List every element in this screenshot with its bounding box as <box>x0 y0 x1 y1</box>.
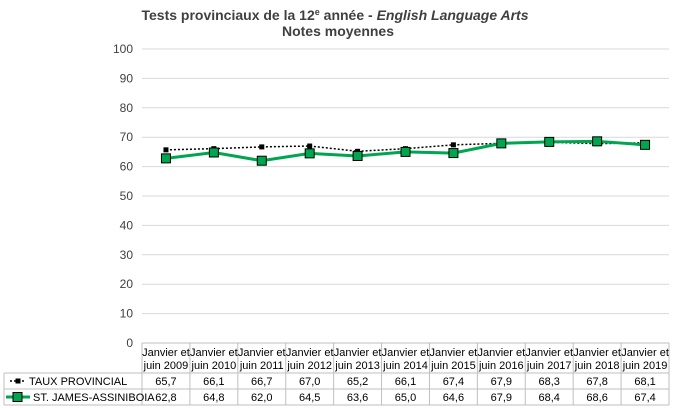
y-tick-label: 90 <box>120 71 134 85</box>
data-label: 64,6 <box>443 392 464 404</box>
data-label: 66,1 <box>395 376 416 388</box>
x-category-label: juin 2016 <box>478 360 524 372</box>
legend-marker <box>15 378 21 384</box>
x-category-label: Janvier et <box>430 347 478 359</box>
data-point-st-james <box>160 153 171 164</box>
data-label: 62,8 <box>155 392 176 404</box>
x-category-label: Janvier et <box>477 347 525 359</box>
data-label: 63,6 <box>347 392 368 404</box>
data-point-st-james <box>592 136 603 147</box>
y-tick-label: 20 <box>120 277 134 291</box>
x-category-label: juin 2017 <box>526 360 572 372</box>
x-category-label: Janvier et <box>621 347 669 359</box>
y-tick-label: 30 <box>120 248 134 262</box>
data-label: 66,7 <box>251 376 272 388</box>
data-label: 65,0 <box>395 392 416 404</box>
data-label: 64,5 <box>299 392 320 404</box>
data-label: 67,0 <box>299 376 320 388</box>
data-label: 65,7 <box>155 376 176 388</box>
data-point-st-james <box>400 146 411 157</box>
x-category-label: juin 2009 <box>143 360 189 372</box>
data-label: 65,2 <box>347 376 368 388</box>
data-label: 68,4 <box>539 392 560 404</box>
x-category-label: Janvier et <box>238 347 286 359</box>
data-label: 66,1 <box>203 376 224 388</box>
x-category-label: Janvier et <box>286 347 334 359</box>
data-label: 68,6 <box>586 392 607 404</box>
x-category-label: juin 2018 <box>574 360 620 372</box>
x-category-label: juin 2011 <box>239 360 284 372</box>
x-category-label: juin 2019 <box>622 360 668 372</box>
legend-marker <box>12 392 23 402</box>
data-point-st-james <box>640 139 651 150</box>
data-label: 64,8 <box>203 392 224 404</box>
x-category-label: juin 2012 <box>286 360 332 372</box>
data-point-provincial <box>450 142 456 148</box>
x-category-label: Janvier et <box>573 347 621 359</box>
x-category-label: juin 2010 <box>191 360 237 372</box>
y-tick-label: 50 <box>120 189 134 203</box>
y-tick-label: 60 <box>120 160 134 174</box>
data-point-provincial <box>307 143 313 149</box>
data-label: 67,4 <box>634 392 655 404</box>
y-tick-label: 0 <box>126 336 133 350</box>
series-lines <box>160 136 651 166</box>
data-label: 68,3 <box>539 376 560 388</box>
data-point-provincial <box>163 147 169 153</box>
data-label: 67,9 <box>491 392 512 404</box>
data-label: 62,0 <box>251 392 272 404</box>
x-category-label: Janvier et <box>382 347 430 359</box>
legend-label: ST. JAMES-ASSINIBOIA <box>33 392 155 404</box>
y-tick-label: 10 <box>120 307 134 321</box>
data-point-st-james <box>256 155 267 166</box>
y-tick-label: 40 <box>120 218 134 232</box>
chart-title-superscript: e <box>315 7 320 17</box>
data-point-st-james <box>304 148 315 159</box>
x-category-label: juin 2015 <box>430 360 476 372</box>
chart-title-middle: année - <box>320 7 377 23</box>
data-label: 67,8 <box>586 376 607 388</box>
gridlines <box>142 48 669 344</box>
y-tick-label: 70 <box>120 130 134 144</box>
data-point-st-james <box>208 147 219 158</box>
x-category-label: Janvier et <box>142 347 190 359</box>
x-category-label: Janvier et <box>334 347 382 359</box>
data-point-provincial <box>259 144 265 150</box>
data-label: 67,4 <box>443 376 464 388</box>
data-point-st-james <box>352 151 363 162</box>
chart-title: Tests provinciaux de la 12e année - Engl… <box>141 7 528 23</box>
data-label: 67,9 <box>491 376 512 388</box>
data-label: 68,1 <box>634 376 655 388</box>
y-axis-ticks: 0 10 20 30 40 50 60 70 80 90 100 <box>113 42 133 350</box>
y-tick-label: 80 <box>120 101 134 115</box>
x-category-label: Janvier et <box>525 347 573 359</box>
x-category-label: Janvier et <box>190 347 238 359</box>
data-point-st-james <box>496 138 507 149</box>
chart-title-italic: English Language Arts <box>377 7 529 23</box>
x-category-label: juin 2013 <box>334 360 380 372</box>
data-point-st-james <box>448 148 459 159</box>
chart-subtitle: Notes moyennes <box>282 23 394 39</box>
x-category-label: juin 2014 <box>382 360 428 372</box>
data-point-st-james <box>544 136 555 147</box>
legend-label: TAUX PROVINCIAL <box>29 376 127 388</box>
y-tick-label: 100 <box>113 42 133 56</box>
